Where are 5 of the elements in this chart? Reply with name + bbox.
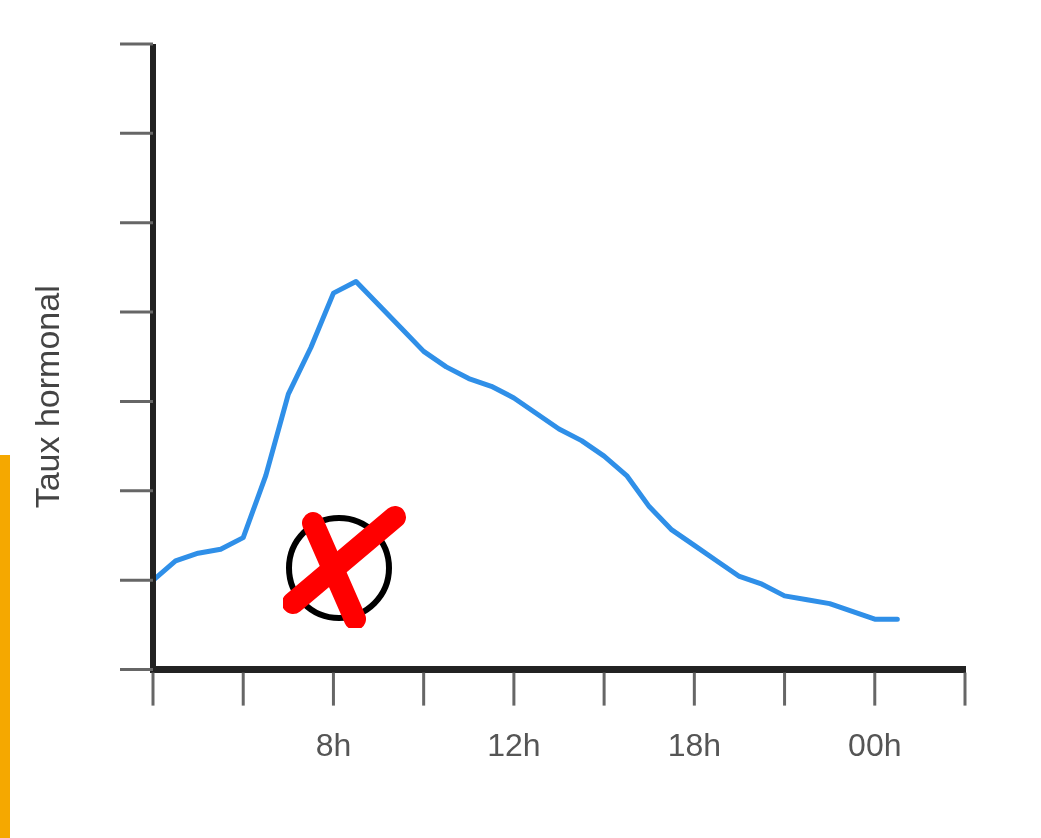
x-tick-label: 18h <box>667 726 722 763</box>
x-tick-label: 00h <box>848 726 902 763</box>
x-tick-label: 8h <box>315 726 352 763</box>
x-tick-label: 12h <box>487 726 541 763</box>
y-axis-title: Taux hormonal <box>28 285 67 509</box>
